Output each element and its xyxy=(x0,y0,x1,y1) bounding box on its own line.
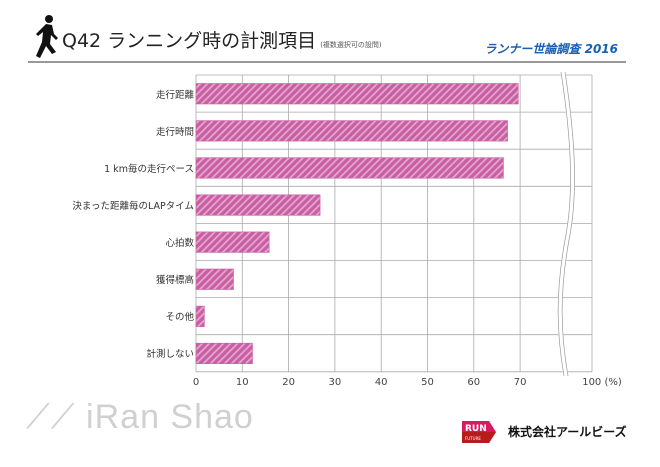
axis-break xyxy=(557,71,576,377)
x-tick-label: 100 (%) xyxy=(582,377,622,388)
subtitle: (複数選択可の設問) xyxy=(320,41,382,49)
bar xyxy=(195,157,504,179)
bar xyxy=(195,268,234,290)
company-name: 株式会社アールビーズ xyxy=(508,425,627,439)
category-label: 走行距離 xyxy=(155,89,194,101)
bar xyxy=(195,231,270,253)
bar xyxy=(195,342,253,365)
x-tick-label: 60 xyxy=(467,377,481,388)
category-label: 走行時間 xyxy=(155,126,194,138)
bar xyxy=(195,83,519,105)
page-title: Q42 ランニング時の計測項目 (複数選択可の設問) xyxy=(62,26,382,53)
bar xyxy=(195,305,205,327)
category-label: 1 km毎の走行ペース xyxy=(104,163,194,175)
axis-break-line xyxy=(557,71,571,377)
runner-icon xyxy=(36,15,58,58)
bar xyxy=(195,120,508,142)
category-label: その他 xyxy=(165,312,194,324)
header-divider xyxy=(28,61,626,63)
bar xyxy=(195,194,321,216)
category-label: 決まった距離毎のLAPタイム xyxy=(72,200,194,212)
x-tick-label: 40 xyxy=(374,377,388,388)
x-tick-label: 20 xyxy=(282,377,295,388)
run-for-the-future-logo: RUN FUTURE xyxy=(462,421,496,443)
svg-text:FUTURE: FUTURE xyxy=(465,436,481,441)
category-label: 計測しない xyxy=(146,349,194,361)
category-label: 獲得標高 xyxy=(155,275,194,287)
x-tick-label: 50 xyxy=(421,377,434,388)
category-label: 心拍数 xyxy=(165,237,194,249)
x-tick-label: 70 xyxy=(513,377,527,388)
survey-name: ランナー世論調査 2016 xyxy=(484,42,618,56)
watermark-logo-icon: ⟋⟋ xyxy=(26,398,87,436)
x-tick-label: 0 xyxy=(192,377,200,388)
x-tick-label: 10 xyxy=(235,377,249,388)
axis-break-line xyxy=(561,71,575,377)
watermark: ⟋⟋ iRan Shao xyxy=(26,398,254,437)
svg-text:RUN: RUN xyxy=(465,424,487,434)
watermark-text: iRan Shao xyxy=(86,398,254,436)
x-tick-label: 30 xyxy=(328,377,342,388)
title-text: Q42 ランニング時の計測項目 xyxy=(62,30,317,52)
